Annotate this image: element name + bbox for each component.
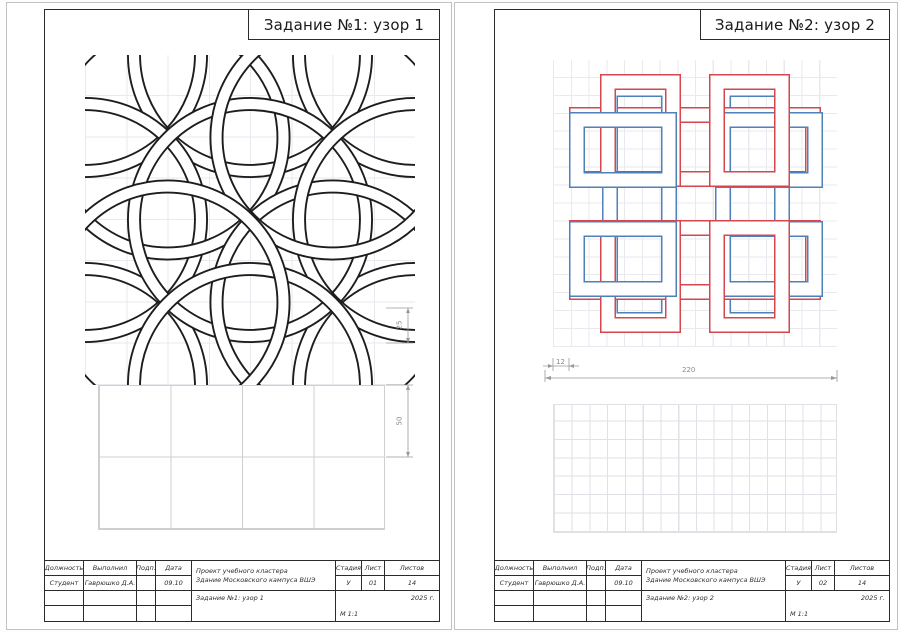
tb1-value-date: 09.10 [156,576,192,591]
tb2-project-line1: Проект учебного кластера [646,567,738,576]
sheet-2-layout-grid [553,404,837,533]
tb1-empty-cell [45,606,84,621]
tb1-header-stage: Стадия [336,561,362,576]
tb1-year: 2025 г. [410,594,435,602]
tb1-empty-cell [156,606,192,621]
tb1-empty-cell [84,591,137,606]
rect-weave-pattern [569,74,823,333]
tb2-header-completed-by: Выполнил [534,561,587,576]
sheet-2-title-box: Задание №2: узор 2 [700,9,890,40]
tb2-meta-cell: 2025 г. М 1:1 [786,591,889,621]
sheet-2-title-block: Должность Выполнил Подп. Дата Проект уче… [494,560,890,622]
tb1-value-stage: У [336,576,362,591]
sheet-1-title-box: Задание №1: узор 1 [248,9,440,40]
tb1-value-sheets-total: 14 [385,576,439,591]
tb2-empty-cell [606,591,642,606]
tb2-value-name: Гаврюшко Д.А. [534,576,587,591]
tb1-project-cell: Проект учебного кластера Здание Московск… [192,561,336,591]
tb1-header-completed-by: Выполнил [84,561,137,576]
tb1-value-name: Гаврюшко Д.А. [84,576,137,591]
tb1-header-sheets-total: Листов [385,561,439,576]
tb2-empty-cell [534,606,587,621]
tb2-header-stage: Стадия [786,561,812,576]
tb1-project-line1: Проект учебного кластера [196,567,288,576]
sheet-2-title: Задание №2: узор 2 [714,15,876,34]
tb2-value-stage: У [786,576,812,591]
tb1-header-sheet: Лист [362,561,385,576]
tb2-header-sheet: Лист [812,561,835,576]
tb2-value-signature [587,576,606,591]
tb2-task-name: Задание №2: узор 2 [642,591,786,621]
tb1-empty-cell [137,606,156,621]
tb1-scale: М 1:1 [340,610,359,618]
sheet-1-title: Задание №1: узор 1 [263,15,425,34]
dimension-label-50: 50 [395,416,404,426]
tb2-project-cell: Проект учебного кластера Здание Московск… [642,561,786,591]
tb1-header-signature: Подп. [137,561,156,576]
tb2-header-signature: Подп. [587,561,606,576]
tb1-header-position: Должность [45,561,84,576]
tb1-task-name: Задание №1: узор 1 [192,591,336,621]
tb1-value-sheet: 01 [362,576,385,591]
sheet-1-layout-grid [98,385,385,530]
dimension-label-12: 12 [555,358,566,366]
tb1-project-line2: Здание Московского кампуса ВШЭ [196,575,316,584]
tb2-header-sheets-total: Листов [835,561,889,576]
tb1-empty-cell [137,591,156,606]
tb2-header-position: Должность [495,561,534,576]
tb2-value-sheets-total: 14 [835,576,889,591]
tb1-empty-cell [45,591,84,606]
tb1-empty-cell [156,591,192,606]
tb2-empty-cell [587,591,606,606]
tb1-empty-cell [84,606,137,621]
tb2-empty-cell [495,591,534,606]
tb1-value-role: Студент [45,576,84,591]
tb2-value-date: 09.10 [606,576,642,591]
dimension-label-220: 220 [682,366,696,374]
tb2-empty-cell [587,606,606,621]
dimension-label-25: 25 [395,320,404,330]
tb1-meta-cell: 2025 г. М 1:1 [336,591,439,621]
tb2-empty-cell [606,606,642,621]
sheet-1-title-block: Должность Выполнил Подп. Дата Проект уче… [44,560,440,622]
tb2-project-line2: Здание Московского кампуса ВШЭ [646,575,766,584]
tb2-empty-cell [534,591,587,606]
tb2-value-sheet: 02 [812,576,835,591]
tb2-header-date: Дата [606,561,642,576]
celtic-knot-pattern [85,55,415,385]
tb2-value-role: Студент [495,576,534,591]
tb2-year: 2025 г. [860,594,885,602]
tb2-empty-cell [495,606,534,621]
tb1-value-signature [137,576,156,591]
tb2-scale: М 1:1 [790,610,809,618]
tb1-header-date: Дата [156,561,192,576]
